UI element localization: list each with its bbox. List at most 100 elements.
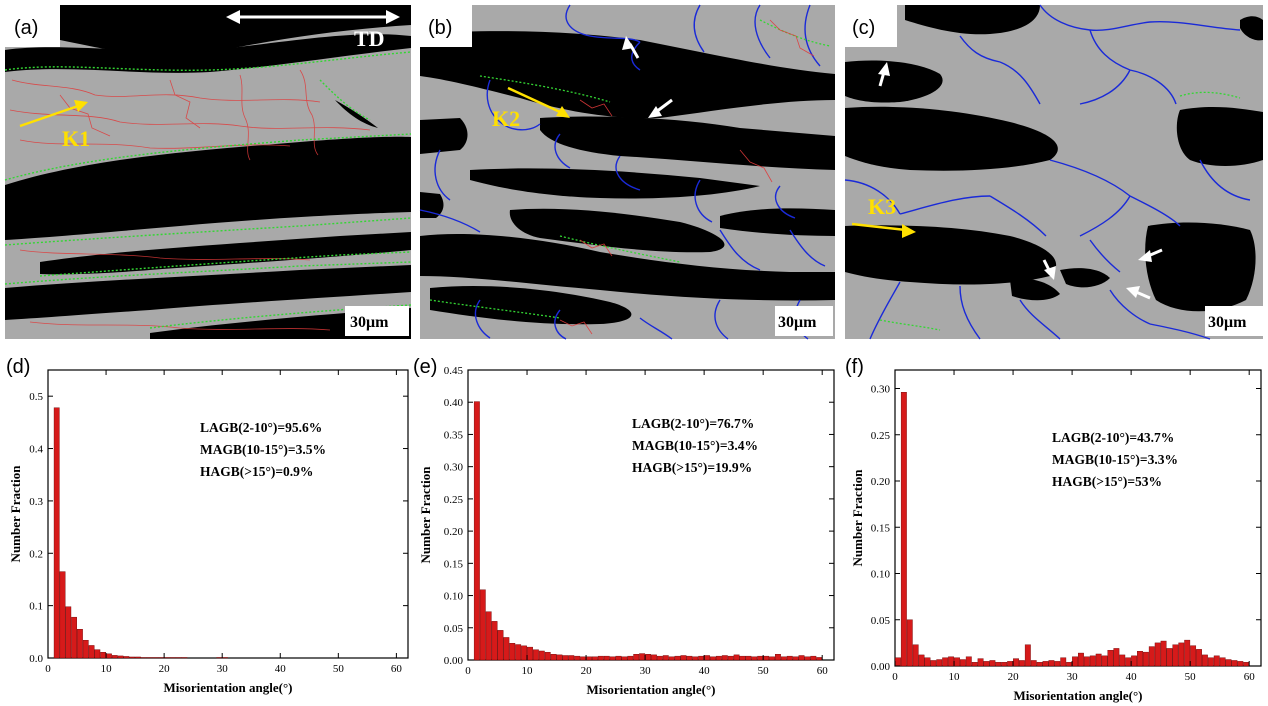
micrograph-a-lagb-network: [9, 69, 371, 331]
histogram-bar: [88, 645, 95, 659]
micrograph-a-dark-bands: [5, 5, 411, 339]
boundary-fraction-annotation: MAGB(10-15°)=3.4%: [632, 438, 758, 453]
boundary-fraction-annotation: HAGB(>15°)=53%: [1052, 474, 1162, 489]
white-arrow-c1: [878, 62, 890, 87]
y-tick-label: 0.4: [29, 444, 43, 456]
histogram-bar: [1101, 655, 1108, 667]
x-axis-label: Misorientation angle(°): [163, 680, 292, 695]
histogram-bar: [698, 655, 705, 661]
histogram-bar: [158, 657, 165, 659]
micrograph-a: (a) TD K1 30μm: [4, 5, 412, 339]
histogram-bar: [1196, 649, 1202, 667]
histogram-bar: [164, 657, 170, 659]
histogram-bar: [568, 655, 575, 661]
histogram-bar: [651, 654, 657, 661]
histogram-bar: [1042, 661, 1049, 667]
histogram-bar: [769, 656, 775, 661]
td-direction-arrow: [226, 10, 400, 24]
scale-bar-c-label: 30μm: [1208, 314, 1247, 331]
histogram-bar: [503, 637, 510, 661]
histogram-bar: [592, 656, 598, 661]
chart-e: (e) 0 10 20 30 40 50 60 0.00 0.05 0.10 0.15 0.20 0.25…: [413, 356, 835, 697]
x-tick-label: 40: [275, 663, 287, 675]
histogram-bar: [763, 655, 770, 661]
x-tick-label: 20: [1008, 671, 1020, 683]
histogram-bar: [1190, 645, 1197, 667]
y-tick-label: 0.0: [29, 653, 43, 665]
x-tick-label: 10: [101, 663, 113, 675]
histogram-bar: [786, 655, 793, 661]
histogram-bar: [1207, 657, 1214, 667]
histogram-bar: [692, 656, 699, 661]
boundary-fraction-annotation: MAGB(10-15°)=3.5%: [200, 442, 326, 457]
y-tick-label: 0.40: [444, 397, 464, 409]
histogram-bar: [912, 644, 919, 667]
histogram-bar: [810, 655, 817, 661]
scale-bar-a-label: 30μm: [350, 314, 389, 331]
y-tick-label: 0.3: [29, 496, 43, 508]
histogram-bar: [639, 653, 646, 661]
micrograph-a-label-box: [5, 5, 60, 47]
histogram-bar: [1054, 661, 1061, 667]
micrograph-b-magb-network: [429, 19, 831, 319]
histogram-bar: [680, 655, 687, 661]
histogram-bar: [1125, 657, 1132, 667]
histogram-bar: [792, 656, 799, 661]
histogram-bar: [1060, 657, 1067, 667]
histogram-bar: [989, 660, 996, 667]
plot-area: [47, 369, 409, 659]
x-tick-label: 50: [1185, 671, 1197, 683]
x-tick-label: 30: [217, 663, 229, 675]
histogram-bar: [1107, 650, 1114, 667]
x-tick-label: 60: [1244, 671, 1256, 683]
histogram-bar: [71, 616, 77, 659]
histogram-bar: [491, 621, 498, 661]
histogram-bar: [140, 657, 147, 659]
histogram-bar: [550, 654, 557, 661]
histogram-bar: [1137, 651, 1143, 667]
histogram-bar: [609, 656, 616, 661]
histogram-bar: [727, 655, 734, 661]
histogram-bar: [936, 659, 943, 667]
histogram-bar: [615, 655, 622, 661]
scale-bar-a-box: [345, 306, 409, 336]
histogram-bar: [965, 656, 972, 667]
micrograph-b-lagb-network: [559, 19, 815, 335]
histogram-bar: [995, 662, 1002, 667]
boundary-fraction-annotation: LAGB(2-10°)=76.7%: [632, 416, 754, 431]
y-tick-label: 0.15: [444, 558, 464, 570]
y-tick-label: 0.1: [29, 601, 43, 613]
x-tick-label: 50: [758, 665, 770, 677]
histogram-bar: [633, 654, 640, 661]
histogram-bar: [959, 659, 966, 667]
boundary-fraction-annotation: MAGB(10-15°)=3.3%: [1052, 452, 1178, 467]
y-tick-label: 0.2: [29, 548, 43, 560]
y-tick-label: 0.05: [871, 615, 891, 627]
histogram-bar: [1154, 642, 1161, 667]
y-tick-label: 0.30: [871, 384, 891, 396]
histogram-bar: [532, 649, 539, 661]
x-tick-label: 0: [892, 671, 898, 683]
x-tick-label: 60: [817, 665, 829, 677]
td-label: TD: [354, 26, 385, 51]
histogram-bar: [721, 655, 728, 661]
micrograph-b-dark-bands: [420, 31, 835, 325]
histogram-bar: [1178, 642, 1185, 667]
y-tick-label: 0.00: [871, 661, 891, 673]
micrograph-b: (b) K2 30μm: [419, 4, 835, 340]
histogram-bar: [175, 657, 182, 659]
histogram-bar: [1219, 657, 1226, 667]
y-tick-label: 0.05: [444, 623, 464, 635]
histogram-bar: [971, 662, 978, 667]
x-tick-label: 40: [1126, 671, 1138, 683]
histogram-bar: [1072, 656, 1078, 667]
micrograph-c: (c) K3 30μm: [844, 4, 1263, 340]
histogram-bar: [94, 649, 101, 659]
histogram-bar: [930, 660, 937, 667]
histogram-bar: [1078, 652, 1084, 667]
histogram-bar: [798, 655, 805, 661]
plot-area: [894, 369, 1262, 667]
histogram-bar: [656, 655, 663, 661]
histogram-bar: [621, 656, 628, 661]
micrograph-c-label: (c): [852, 17, 875, 39]
